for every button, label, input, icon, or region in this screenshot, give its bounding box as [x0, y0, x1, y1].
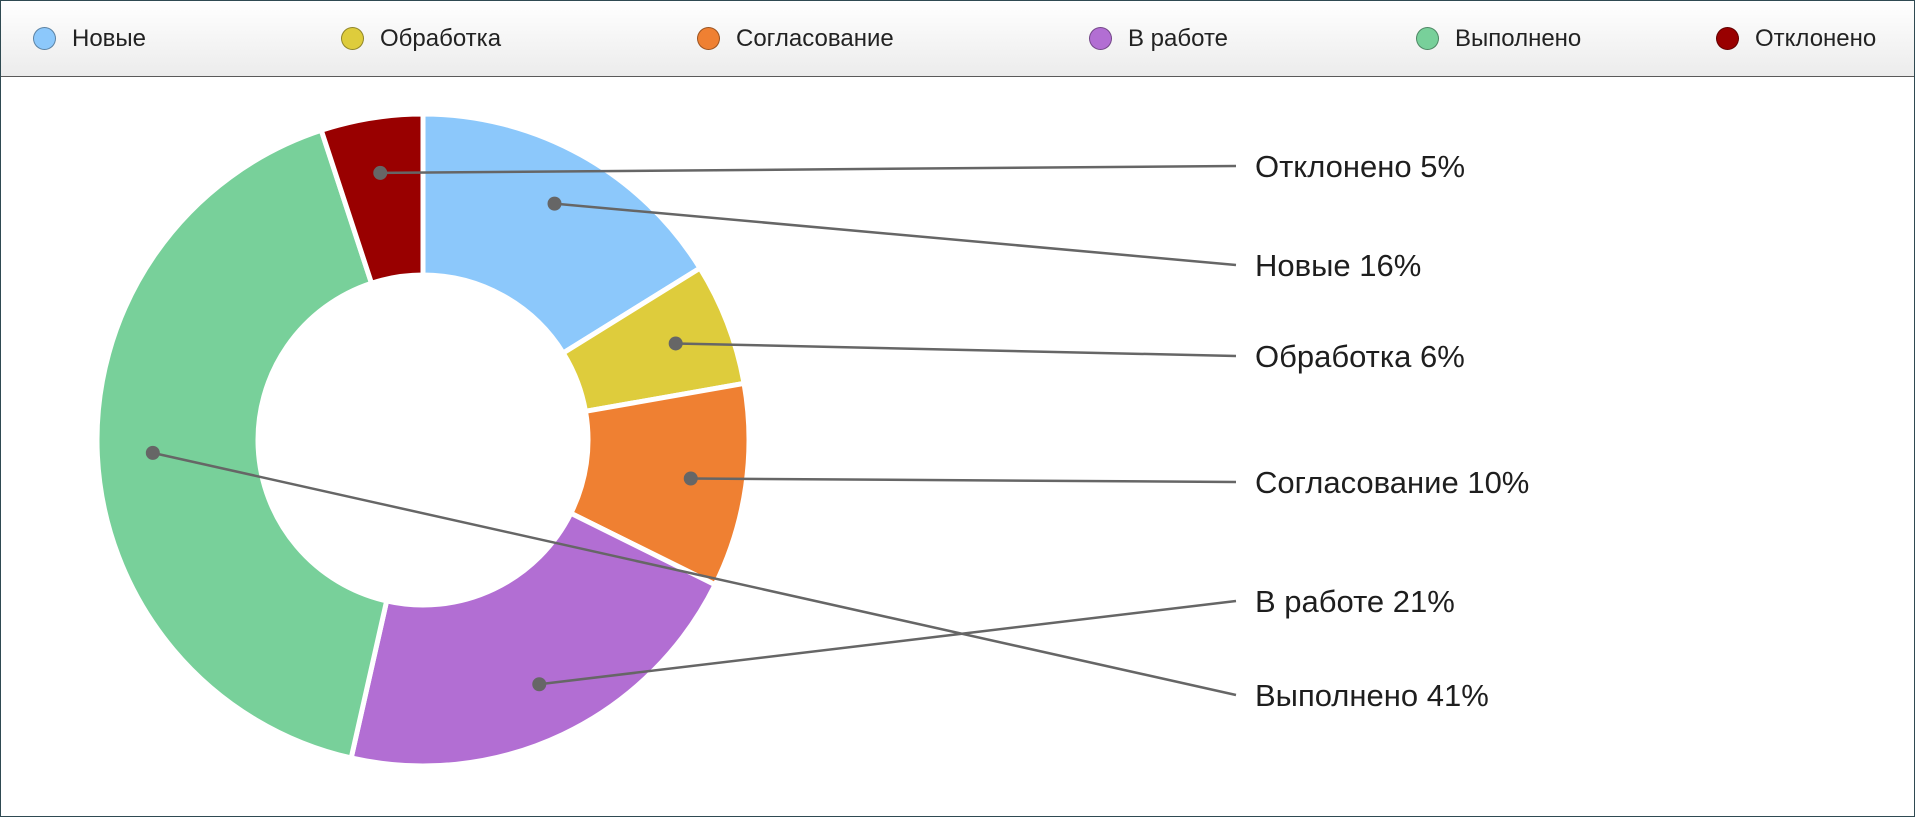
leader-dot-soglasovanie — [683, 471, 698, 486]
legend-label: Согласование — [736, 24, 894, 52]
legend-swatch-novye — [33, 27, 56, 50]
leader-line-soglasovanie — [690, 477, 1237, 484]
slice-v-rabote[interactable] — [348, 510, 718, 769]
leader-dot-novye — [547, 196, 562, 211]
leader-lines-layer — [145, 164, 1237, 697]
slice-otkloneno[interactable] — [318, 111, 426, 286]
leader-line-novye — [554, 202, 1237, 267]
leader-line-v-rabote — [539, 599, 1237, 686]
legend-swatch-vypolneno — [1416, 27, 1439, 50]
leader-line-vypolneno — [152, 451, 1237, 697]
legend: Новые Обработка Согласование В работе Вы… — [1, 1, 1914, 77]
leader-line-otkloneno — [380, 164, 1237, 175]
legend-label: Новые — [72, 24, 147, 52]
data-label-obrabotka: Обработка 6% — [1255, 339, 1465, 374]
legend-item-otkloneno[interactable]: Отклонено — [1716, 1, 1876, 76]
data-label-novye: Новые 16% — [1255, 248, 1421, 283]
slice-novye[interactable] — [420, 111, 703, 356]
data-label-otkloneno: Отклонено 5% — [1255, 149, 1465, 184]
legend-item-vypolneno[interactable]: Выполнено — [1416, 1, 1581, 76]
legend-swatch-otkloneno — [1716, 27, 1739, 50]
legend-label: Обработка — [380, 24, 502, 52]
legend-swatch-soglasovanie — [697, 27, 720, 50]
leader-dot-otkloneno — [373, 165, 388, 180]
legend-swatch-obrabotka — [341, 27, 364, 50]
leader-dot-v-rabote — [532, 677, 547, 692]
legend-label: Выполнено — [1455, 24, 1582, 52]
data-label-soglasovanie: Согласование 10% — [1255, 465, 1529, 500]
slices-layer — [94, 111, 752, 769]
legend-swatch-v-rabote — [1089, 27, 1112, 50]
data-label-v-rabote: В работе 21% — [1255, 584, 1455, 619]
data-labels-layer: Отклонено 5% Новые 16% Обработка 6% Согласо… — [1255, 149, 1529, 713]
data-label-vypolneno: Выполнено 41% — [1255, 678, 1489, 713]
legend-item-soglasovanie[interactable]: Согласование — [697, 1, 894, 76]
legend-label: Отклонено — [1755, 24, 1877, 52]
legend-item-novye[interactable]: Новые — [33, 1, 146, 76]
legend-item-obrabotka[interactable]: Обработка — [341, 1, 501, 76]
leader-dot-vypolneno — [145, 445, 160, 460]
legend-item-v-rabote[interactable]: В работе — [1089, 1, 1228, 76]
leader-line-obrabotka — [675, 342, 1237, 358]
leader-dot-obrabotka — [668, 336, 683, 351]
legend-label: В работе — [1128, 24, 1229, 52]
slice-vypolneno[interactable] — [94, 127, 390, 761]
